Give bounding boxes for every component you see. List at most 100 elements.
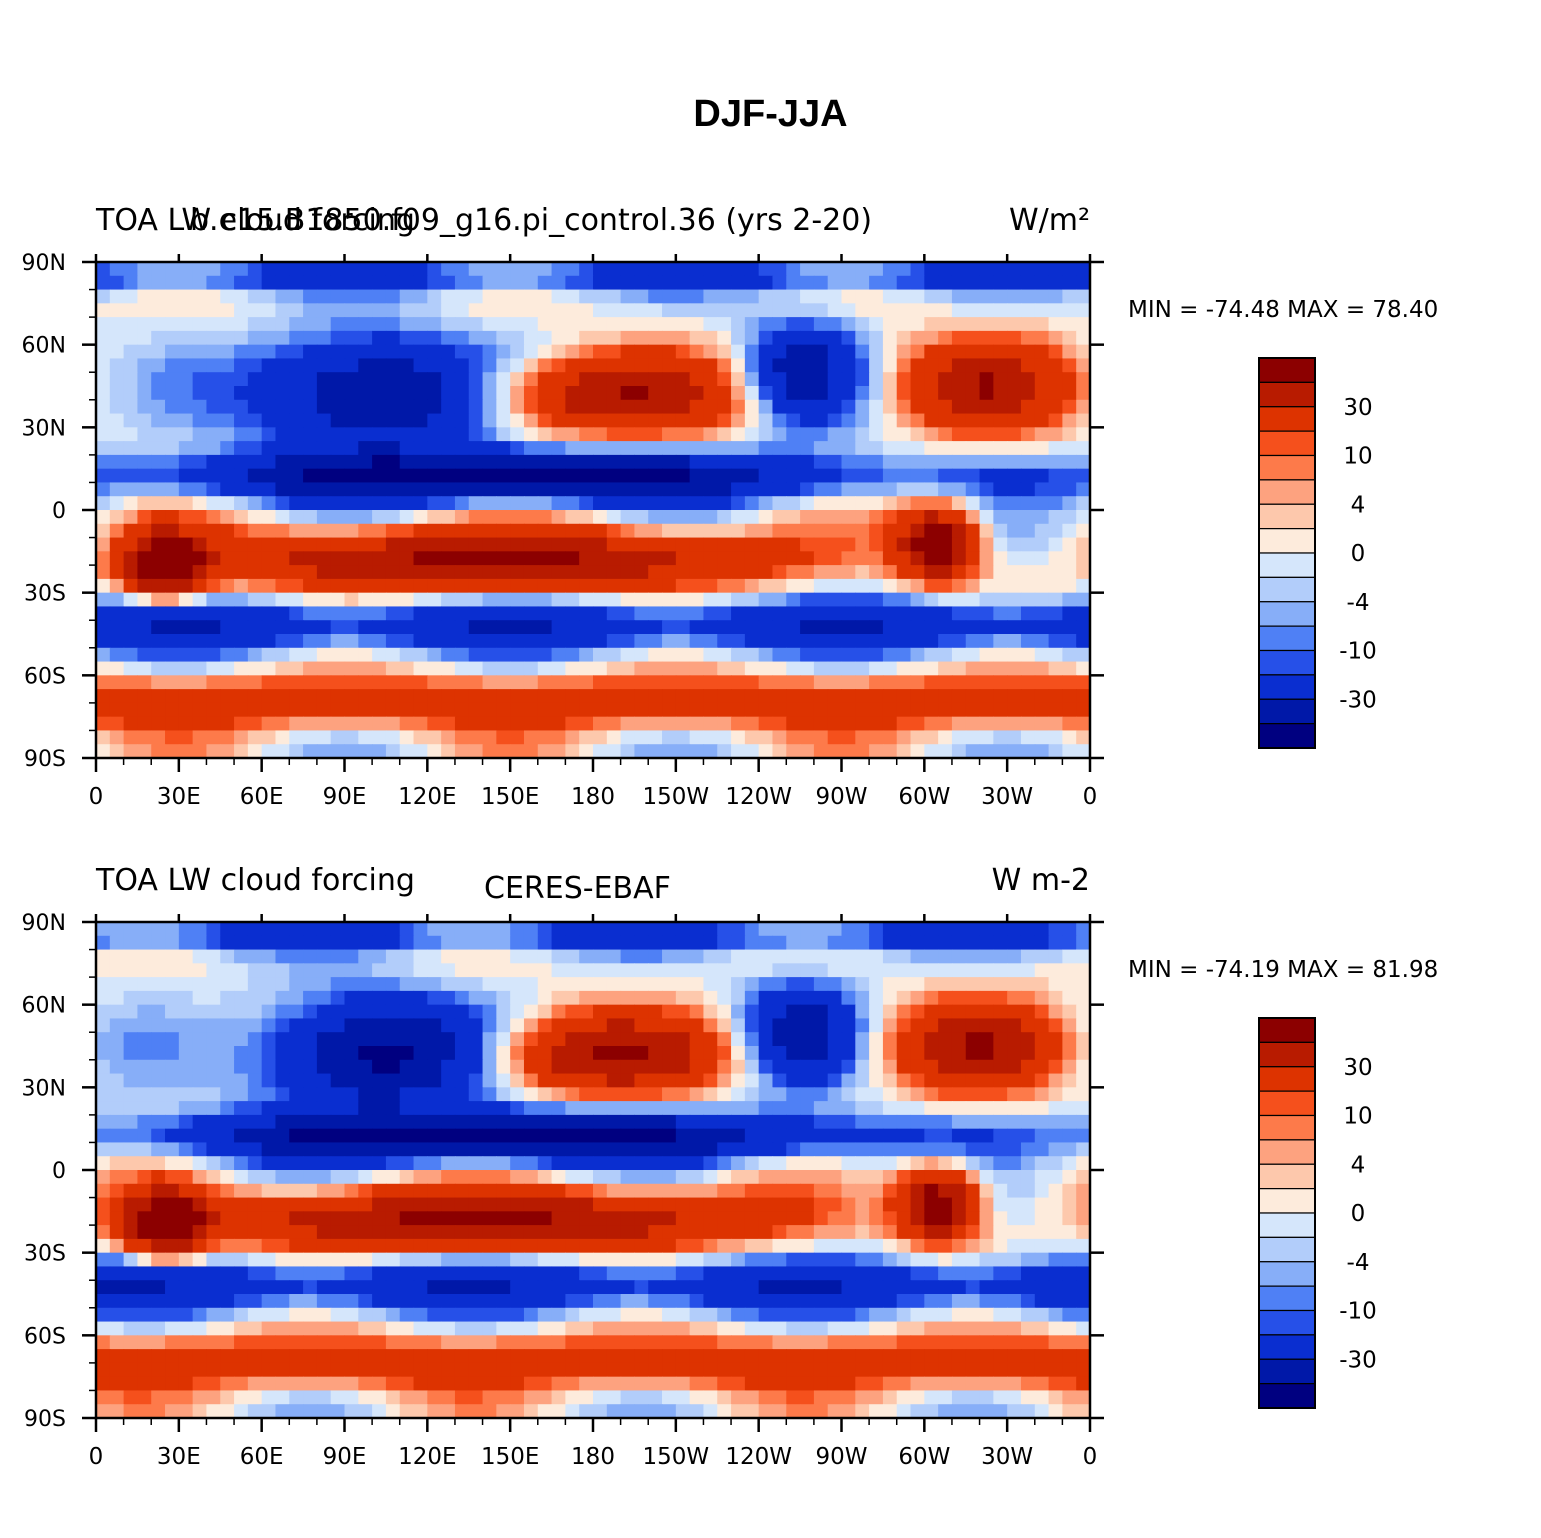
- field-cell: [786, 620, 801, 635]
- field-cell: [593, 496, 608, 511]
- field-cell: [261, 1211, 277, 1226]
- field-cell: [1062, 1211, 1077, 1226]
- field-cell: [344, 275, 359, 291]
- field-cell: [358, 496, 373, 511]
- field-cell: [993, 1335, 1008, 1350]
- field-cell: [910, 317, 925, 332]
- field-cell: [399, 1142, 415, 1157]
- field-cell: [192, 454, 208, 470]
- field-cell: [772, 1225, 787, 1240]
- field-cell: [523, 1252, 539, 1268]
- field-cell: [841, 922, 856, 937]
- field-cell: [744, 1059, 760, 1075]
- field-cell: [938, 330, 953, 346]
- field-cell: [910, 1238, 925, 1254]
- field-cell: [1048, 303, 1063, 318]
- field-cell: [109, 1266, 125, 1281]
- field-cell: [551, 510, 566, 525]
- field-cell: [1034, 1018, 1050, 1033]
- field-cell: [496, 716, 511, 732]
- field-cell: [234, 275, 249, 291]
- field-cell: [482, 1252, 497, 1268]
- field-cell: [758, 523, 774, 539]
- field-cell: [620, 551, 636, 566]
- field-cell: [993, 963, 1008, 978]
- field-cell: [441, 330, 456, 346]
- field-cell: [675, 578, 691, 594]
- field-cell: [993, 496, 1008, 511]
- field-cell: [662, 454, 677, 470]
- field-cell: [882, 454, 898, 470]
- field-cell: [275, 1004, 290, 1020]
- field-cell: [316, 399, 332, 415]
- field-cell: [675, 1087, 691, 1102]
- field-cell: [344, 468, 359, 484]
- field-cell: [841, 551, 856, 566]
- field-cell: [275, 496, 290, 511]
- field-cell: [303, 1252, 318, 1268]
- field-cell: [234, 1018, 249, 1033]
- field-cell: [1034, 1128, 1050, 1144]
- field-cell: [606, 303, 622, 318]
- field-cell: [744, 922, 760, 937]
- field-cell: [841, 689, 856, 704]
- field-cell: [855, 689, 870, 704]
- field-cell: [289, 935, 304, 951]
- field-cell: [772, 1252, 787, 1268]
- field-cell: [523, 1128, 539, 1144]
- field-cell: [261, 592, 277, 608]
- field-cell: [579, 275, 594, 291]
- field-cell: [689, 1183, 705, 1199]
- field-cell: [593, 1114, 608, 1130]
- field-cell: [537, 949, 553, 964]
- field-cell: [137, 289, 152, 304]
- field-cell: [1034, 702, 1050, 718]
- field-cell: [938, 496, 953, 511]
- field-cell: [924, 661, 939, 676]
- field-cell: [910, 1114, 925, 1130]
- field-cell: [427, 1059, 442, 1075]
- field-cell: [372, 1004, 387, 1020]
- field-cell: [703, 1142, 718, 1157]
- field-cell: [579, 1307, 594, 1323]
- field-cell: [882, 744, 898, 759]
- field-cell: [441, 1252, 456, 1268]
- field-cell: [109, 1294, 125, 1309]
- field-cell: [344, 620, 359, 635]
- field-cell: [192, 1101, 208, 1116]
- field-cell: [565, 949, 580, 964]
- field-cell: [109, 1170, 125, 1185]
- field-cell: [220, 990, 235, 1006]
- field-cell: [344, 1059, 359, 1075]
- field-cell: [855, 1073, 870, 1088]
- field-cell: [372, 730, 387, 745]
- field-cell: [910, 675, 925, 690]
- field-cell: [800, 482, 815, 497]
- field-cell: [662, 922, 677, 937]
- field-cell: [372, 1046, 387, 1061]
- field-cell: [772, 1101, 787, 1116]
- field-cell: [634, 386, 649, 401]
- field-cell: [1076, 977, 1091, 992]
- field-cell: [344, 1114, 359, 1130]
- field-cell: [869, 330, 884, 346]
- field-cell: [979, 1114, 994, 1130]
- field-cell: [151, 496, 166, 511]
- field-cell: [551, 1142, 566, 1157]
- field-cell: [247, 386, 263, 401]
- field-cell: [275, 330, 290, 346]
- field-cell: [178, 606, 194, 621]
- field-cell: [454, 702, 470, 718]
- field-cell: [703, 1225, 718, 1240]
- field-cell: [303, 1046, 318, 1061]
- field-cell: [606, 510, 622, 525]
- field-cell: [1020, 372, 1036, 387]
- field-cell: [413, 482, 428, 497]
- field-cell: [385, 330, 401, 346]
- field-cell: [813, 661, 829, 676]
- field-cell: [620, 1197, 636, 1212]
- field-cell: [109, 1238, 125, 1254]
- field-cell: [151, 468, 166, 484]
- field-cell: [441, 275, 456, 291]
- field-cell: [137, 551, 152, 566]
